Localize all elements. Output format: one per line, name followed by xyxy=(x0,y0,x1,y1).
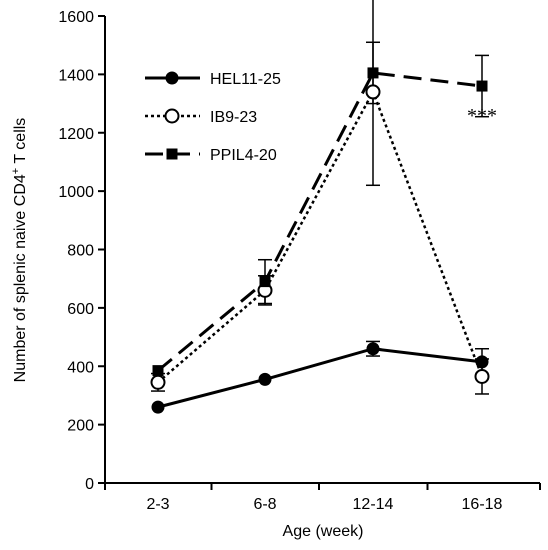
legend-label: IB9-23 xyxy=(210,109,257,126)
series-lines xyxy=(157,71,484,409)
data-point xyxy=(152,365,164,377)
data-point xyxy=(366,342,380,356)
x-axis-ticks: 2-3 6-8 12-14 16-18 xyxy=(104,483,541,513)
data-point xyxy=(474,368,490,384)
x-axis-title: Age (week) xyxy=(283,523,364,540)
y-tick-label: 200 xyxy=(67,418,94,435)
data-point xyxy=(365,84,381,100)
y-tick-label: 1400 xyxy=(58,67,94,84)
y-axis-title-main: Number of splenic naive CD4 xyxy=(12,174,29,382)
x-tick-label: 16-18 xyxy=(462,496,503,513)
y-tick-label: 1000 xyxy=(58,184,94,201)
series-line-ppil4-20 xyxy=(157,71,483,372)
y-tick-label: 1600 xyxy=(58,9,94,26)
data-point xyxy=(150,374,166,390)
x-tick-label: 2-3 xyxy=(146,496,169,513)
data-point xyxy=(367,67,379,79)
legend-label: PPIL4-20 xyxy=(210,147,277,164)
y-axis-ticks: 0 200 400 600 800 1000 1200 1400 1600 xyxy=(58,9,105,493)
x-tick-label: 6-8 xyxy=(253,496,276,513)
legend: HEL11-25 IB9-23 PPIL4-20 xyxy=(145,71,281,164)
series-line-hel11-25 xyxy=(157,347,483,409)
y-axis-title-tail: T cells xyxy=(12,118,29,168)
data-point xyxy=(259,276,271,288)
y-tick-label: 0 xyxy=(85,476,94,493)
significance-annotation: *** xyxy=(467,105,497,127)
y-tick-label: 600 xyxy=(67,301,94,318)
x-tick-label: 12-14 xyxy=(353,496,394,513)
data-point xyxy=(476,80,488,92)
y-axis-title: Number of splenic naive CD4+ T cells xyxy=(10,118,29,383)
y-axis-title-superscript: + xyxy=(10,168,22,174)
y-tick-label: 1200 xyxy=(58,126,94,143)
annotations: *** xyxy=(467,105,497,127)
data-markers xyxy=(150,67,490,414)
y-tick-label: 800 xyxy=(67,243,94,260)
legend-marker xyxy=(165,71,179,85)
legend-marker xyxy=(166,148,178,160)
y-tick-label: 400 xyxy=(67,359,94,376)
legend-marker xyxy=(164,108,180,124)
legend-label: HEL11-25 xyxy=(210,71,281,88)
data-point xyxy=(151,400,165,414)
data-point xyxy=(475,355,489,369)
series-line-ib9-23 xyxy=(157,88,484,384)
data-point xyxy=(258,372,272,386)
